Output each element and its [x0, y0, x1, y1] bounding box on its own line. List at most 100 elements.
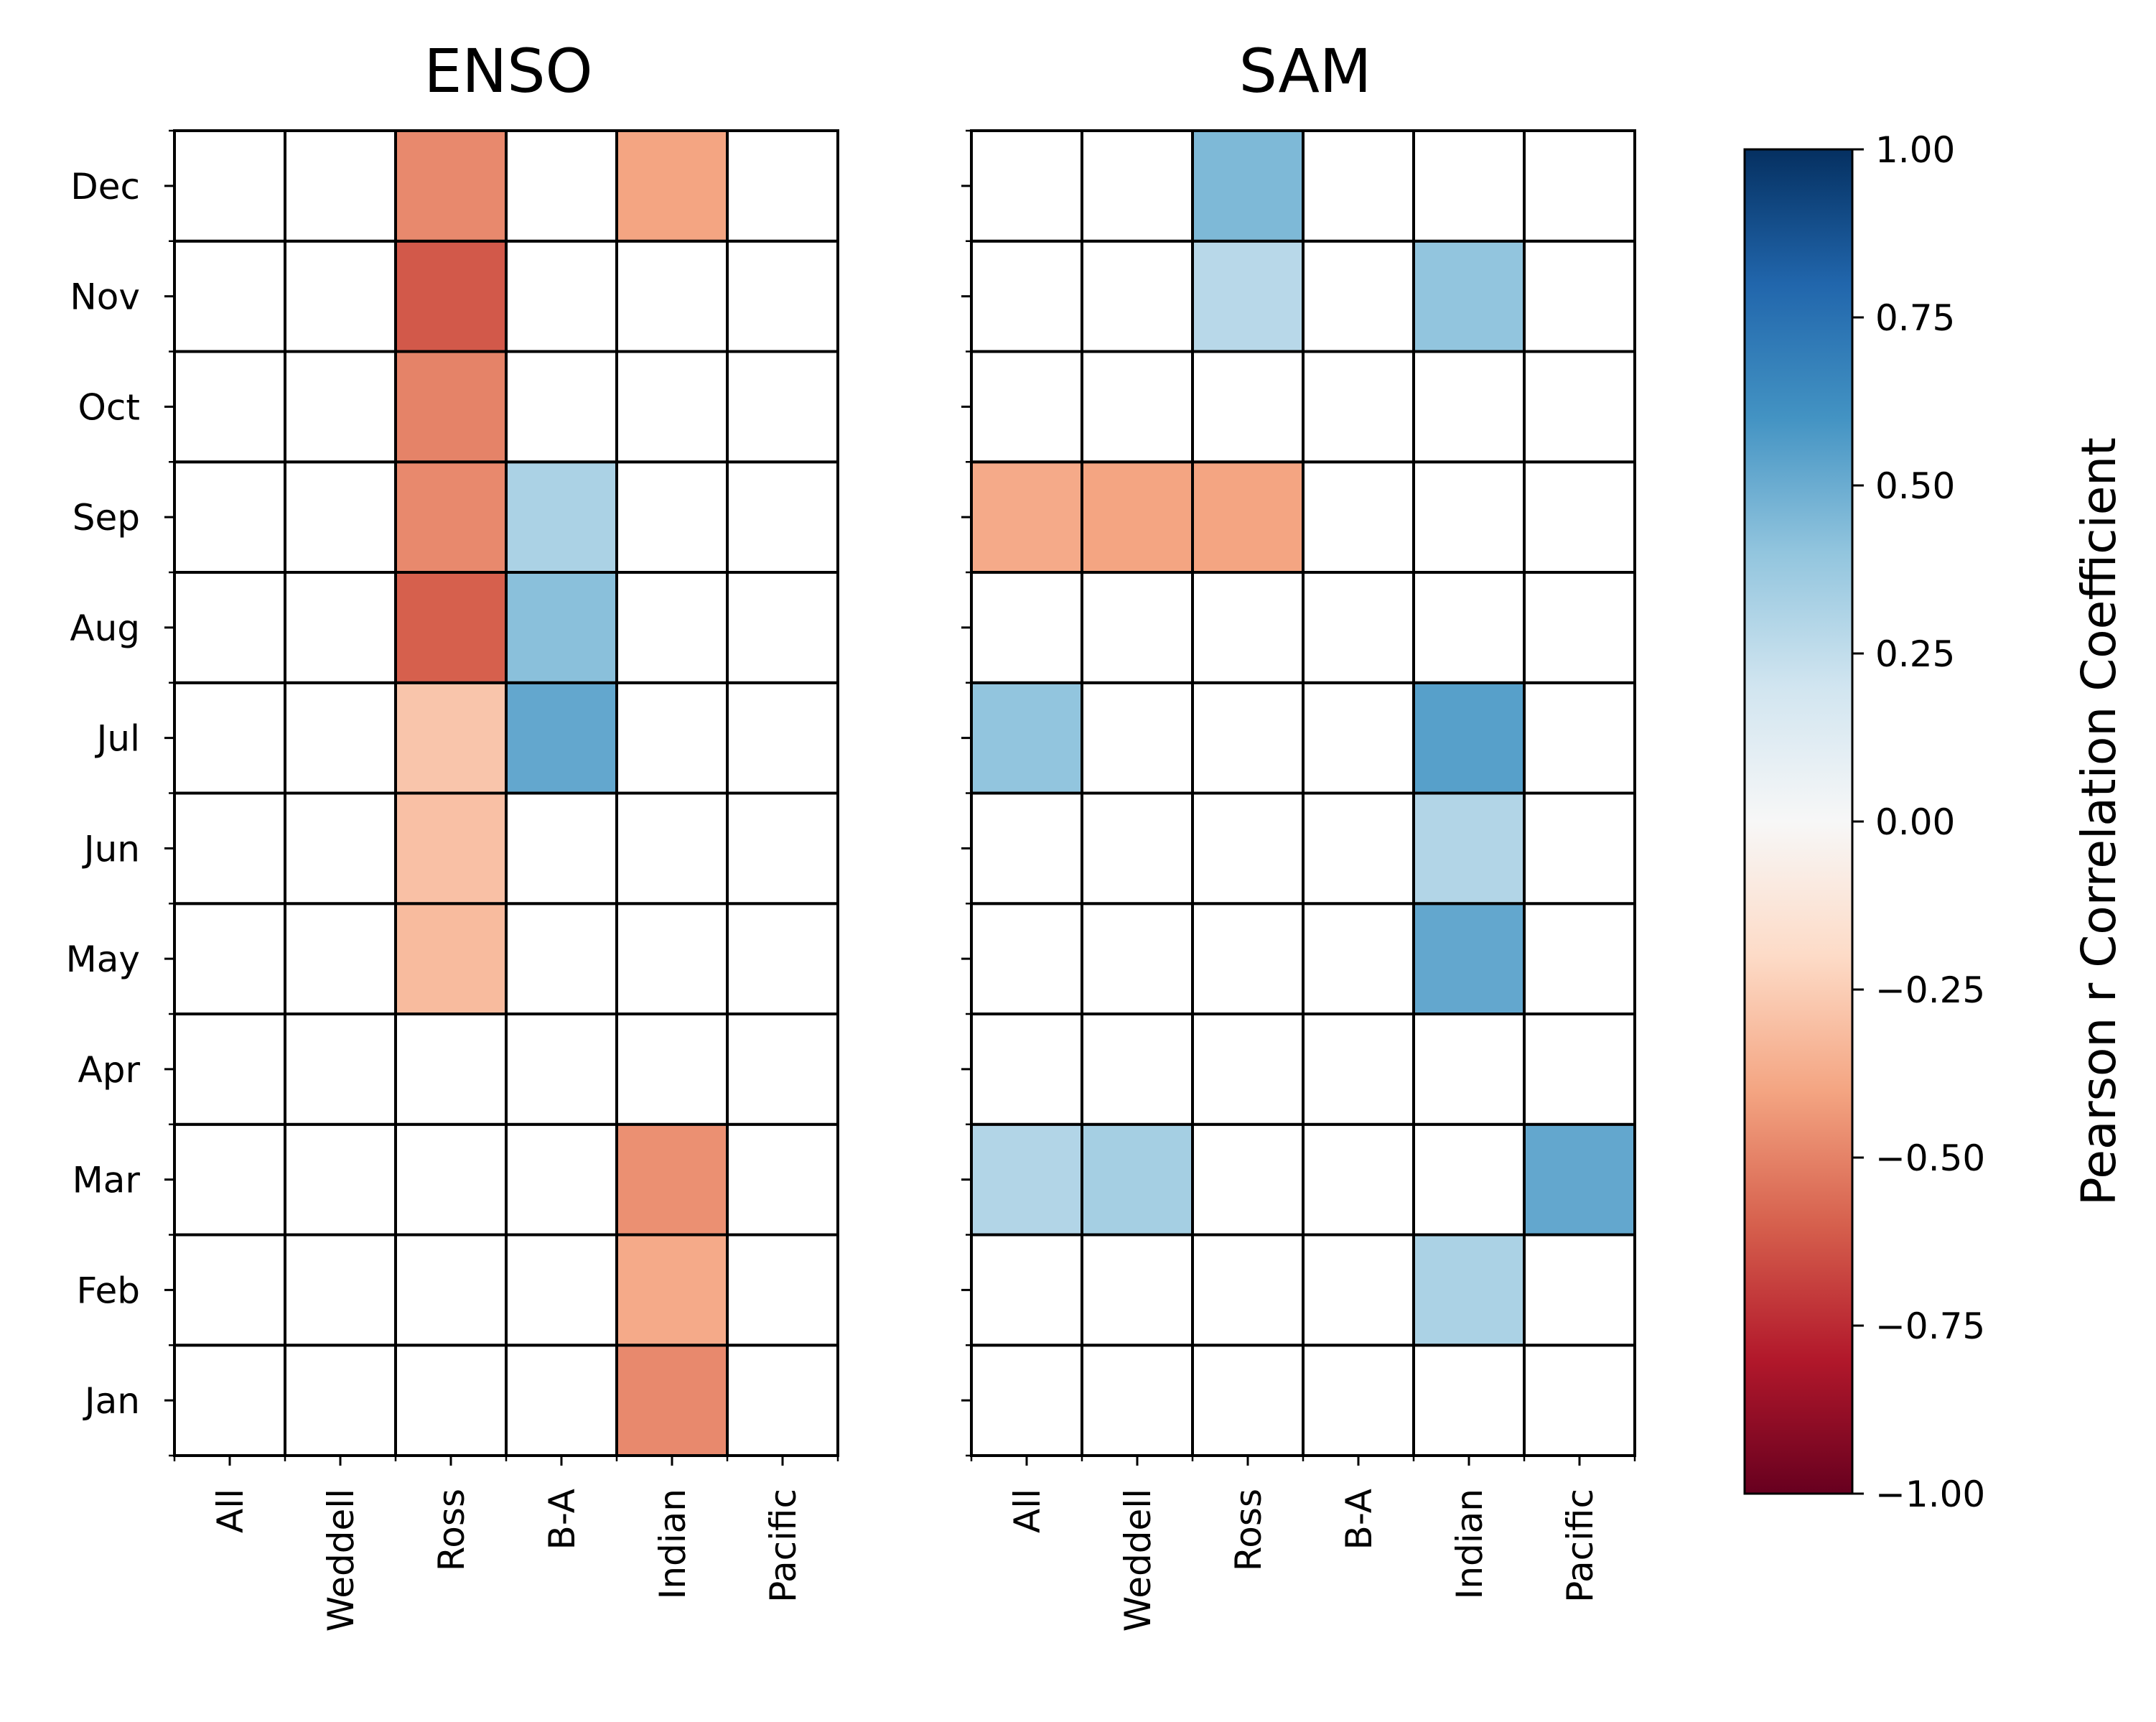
cell-sam-jan-b-a: [1302, 1344, 1415, 1457]
cell-enso-apr-indian: [615, 1013, 729, 1126]
cell-enso-jul-b-a: [505, 681, 618, 795]
cell-sam-dec-weddell: [1081, 129, 1194, 243]
cell-enso-jan-indian: [615, 1344, 729, 1457]
cell-sam-feb-weddell: [1081, 1233, 1194, 1347]
cell-enso-feb-all: [173, 1233, 286, 1347]
cell-sam-aug-all: [970, 571, 1083, 684]
cell-enso-jun-weddell: [284, 791, 397, 906]
x-tick-label: All: [210, 1489, 251, 1533]
y-axis-enso: Jan Feb Mar Apr May Jun Jul Aug Sep Oct Nov Dec: [66, 129, 174, 1457]
cell-sam-dec-ross: [1191, 129, 1305, 243]
colorbar-label: Pearson r Correlation Coefficient: [2071, 437, 2127, 1206]
x-axis-sam: All Weddell Ross B-A Indian Pacific: [970, 1456, 1636, 1632]
cell-sam-apr-indian: [1412, 1013, 1526, 1126]
heatmap-cells-sam: [970, 129, 1636, 1457]
cell-enso-jul-indian: [615, 681, 729, 795]
colorbar-tick-label: 1.00: [1875, 129, 1955, 171]
cell-sam-aug-weddell: [1081, 571, 1194, 684]
cell-enso-may-weddell: [284, 902, 397, 1015]
cell-sam-oct-all: [970, 350, 1083, 464]
cell-enso-sep-indian: [615, 460, 729, 574]
cell-enso-dec-indian: [615, 129, 729, 243]
cell-sam-nov-indian: [1412, 239, 1526, 353]
cell-sam-nov-all: [970, 239, 1083, 353]
cell-sam-aug-indian: [1412, 571, 1526, 684]
cell-sam-apr-ross: [1191, 1013, 1305, 1126]
cell-enso-nov-ross: [394, 239, 508, 353]
cell-sam-apr-all: [970, 1013, 1083, 1126]
cell-enso-oct-pacific: [726, 350, 839, 464]
cell-sam-sep-b-a: [1302, 460, 1415, 574]
cell-sam-feb-indian: [1412, 1233, 1526, 1347]
cell-sam-jul-ross: [1191, 681, 1305, 795]
cell-sam-jun-b-a: [1302, 791, 1415, 906]
cell-enso-may-indian: [615, 902, 729, 1015]
cell-enso-mar-pacific: [726, 1122, 839, 1237]
cell-sam-apr-pacific: [1523, 1013, 1636, 1126]
cell-sam-oct-ross: [1191, 350, 1305, 464]
y-tick-label: Sep: [73, 497, 140, 539]
panel-title-sam: SAM: [1239, 36, 1372, 106]
colorbar-tick-label: 0.00: [1875, 801, 1955, 843]
cell-enso-feb-weddell: [284, 1233, 397, 1347]
cell-sam-may-b-a: [1302, 902, 1415, 1015]
cell-enso-nov-indian: [615, 239, 729, 353]
x-tick-label: B-A: [541, 1489, 583, 1550]
cell-enso-sep-b-a: [505, 460, 618, 574]
colorbar-gradient: [1743, 148, 1854, 1495]
cell-enso-dec-all: [173, 129, 286, 243]
cell-sam-jan-all: [970, 1344, 1083, 1457]
cell-enso-feb-indian: [615, 1233, 729, 1347]
cell-enso-may-ross: [394, 902, 508, 1015]
cell-sam-may-indian: [1412, 902, 1526, 1015]
cell-enso-aug-indian: [615, 571, 729, 684]
cell-sam-jan-ross: [1191, 1344, 1305, 1457]
colorbar-tick-label: −0.50: [1875, 1137, 1985, 1179]
cell-enso-aug-pacific: [726, 571, 839, 684]
cell-enso-oct-ross: [394, 350, 508, 464]
cell-sam-apr-b-a: [1302, 1013, 1415, 1126]
cell-sam-oct-pacific: [1523, 350, 1636, 464]
cell-enso-jan-b-a: [505, 1344, 618, 1457]
cell-enso-jul-weddell: [284, 681, 397, 795]
cell-enso-may-all: [173, 902, 286, 1015]
colorbar-tick-label: 0.50: [1875, 465, 1955, 507]
cell-enso-feb-ross: [394, 1233, 508, 1347]
x-tick-label: Weddell: [1117, 1489, 1159, 1632]
cell-sam-dec-pacific: [1523, 129, 1636, 243]
x-tick-label: Ross: [1228, 1489, 1269, 1571]
cell-enso-feb-b-a: [505, 1233, 618, 1347]
cell-sam-jun-all: [970, 791, 1083, 906]
cell-enso-jun-all: [173, 791, 286, 906]
cell-sam-jul-pacific: [1523, 681, 1636, 795]
cell-enso-apr-weddell: [284, 1013, 397, 1126]
cell-enso-sep-pacific: [726, 460, 839, 574]
x-tick-label: Indian: [1449, 1489, 1490, 1599]
cell-sam-jan-weddell: [1081, 1344, 1194, 1457]
colorbar-ticks: 1.00 0.75 0.50 0.25 0.00 −0.25 −0.50 −0.75 −1.00: [1852, 129, 1985, 1515]
cell-sam-mar-b-a: [1302, 1122, 1415, 1237]
colorbar-tick-label: 0.75: [1875, 297, 1955, 339]
x-tick-label: B-A: [1338, 1489, 1380, 1550]
y-tick-label: Aug: [70, 608, 140, 649]
cell-enso-nov-weddell: [284, 239, 397, 353]
cell-sam-dec-b-a: [1302, 129, 1415, 243]
cell-enso-jun-ross: [394, 791, 508, 906]
cell-enso-aug-b-a: [505, 571, 618, 684]
y-tick-label: Jul: [95, 718, 140, 760]
y-tick-label: Feb: [76, 1270, 140, 1311]
cell-sam-jun-ross: [1191, 791, 1305, 906]
colorbar-tick-label: 0.25: [1875, 633, 1955, 675]
y-tick-label: Mar: [73, 1160, 141, 1201]
x-tick-label: Pacific: [1559, 1489, 1601, 1603]
cell-enso-mar-b-a: [505, 1122, 618, 1237]
cell-sam-nov-pacific: [1523, 239, 1636, 353]
cell-sam-jul-indian: [1412, 681, 1526, 795]
cell-enso-sep-ross: [394, 460, 508, 574]
cell-enso-dec-weddell: [284, 129, 397, 243]
panel-title-enso: ENSO: [424, 36, 592, 106]
cell-enso-oct-all: [173, 350, 286, 464]
colorbar-tick-label: −1.00: [1875, 1474, 1985, 1515]
cell-sam-nov-weddell: [1081, 239, 1194, 353]
cell-enso-nov-b-a: [505, 239, 618, 353]
